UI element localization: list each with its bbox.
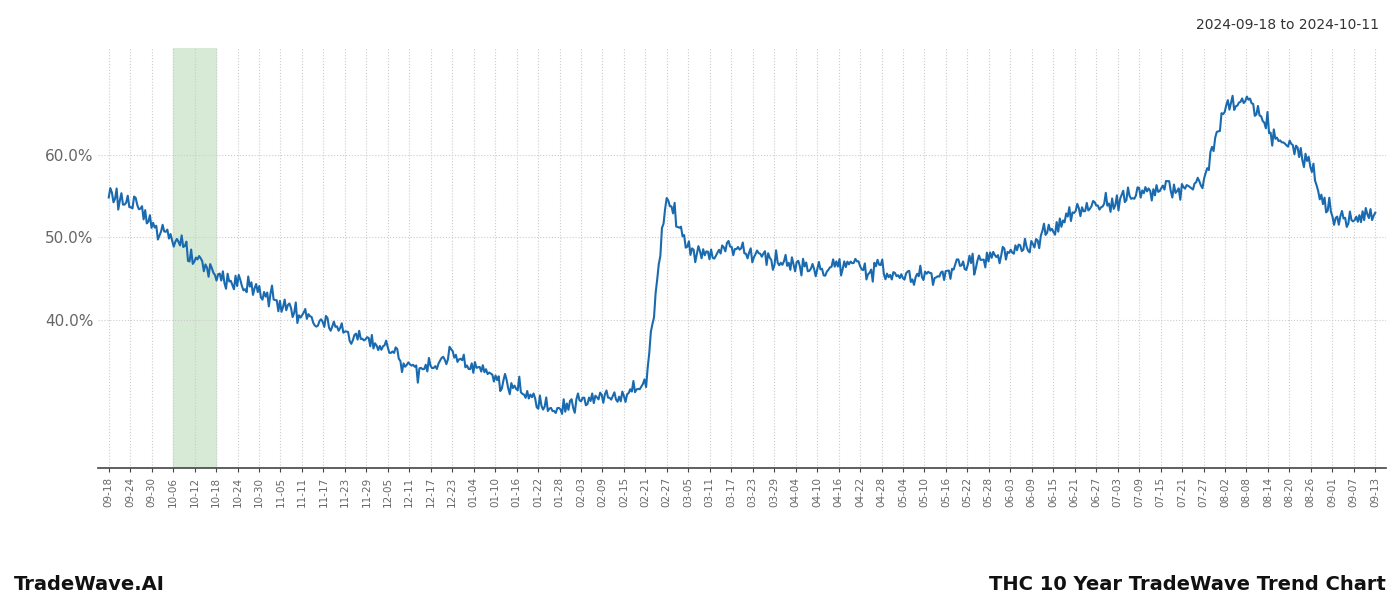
Text: 2024-09-18 to 2024-10-11: 2024-09-18 to 2024-10-11 xyxy=(1196,18,1379,32)
Text: THC 10 Year TradeWave Trend Chart: THC 10 Year TradeWave Trend Chart xyxy=(990,575,1386,594)
Text: TradeWave.AI: TradeWave.AI xyxy=(14,575,165,594)
Bar xyxy=(174,48,216,468)
